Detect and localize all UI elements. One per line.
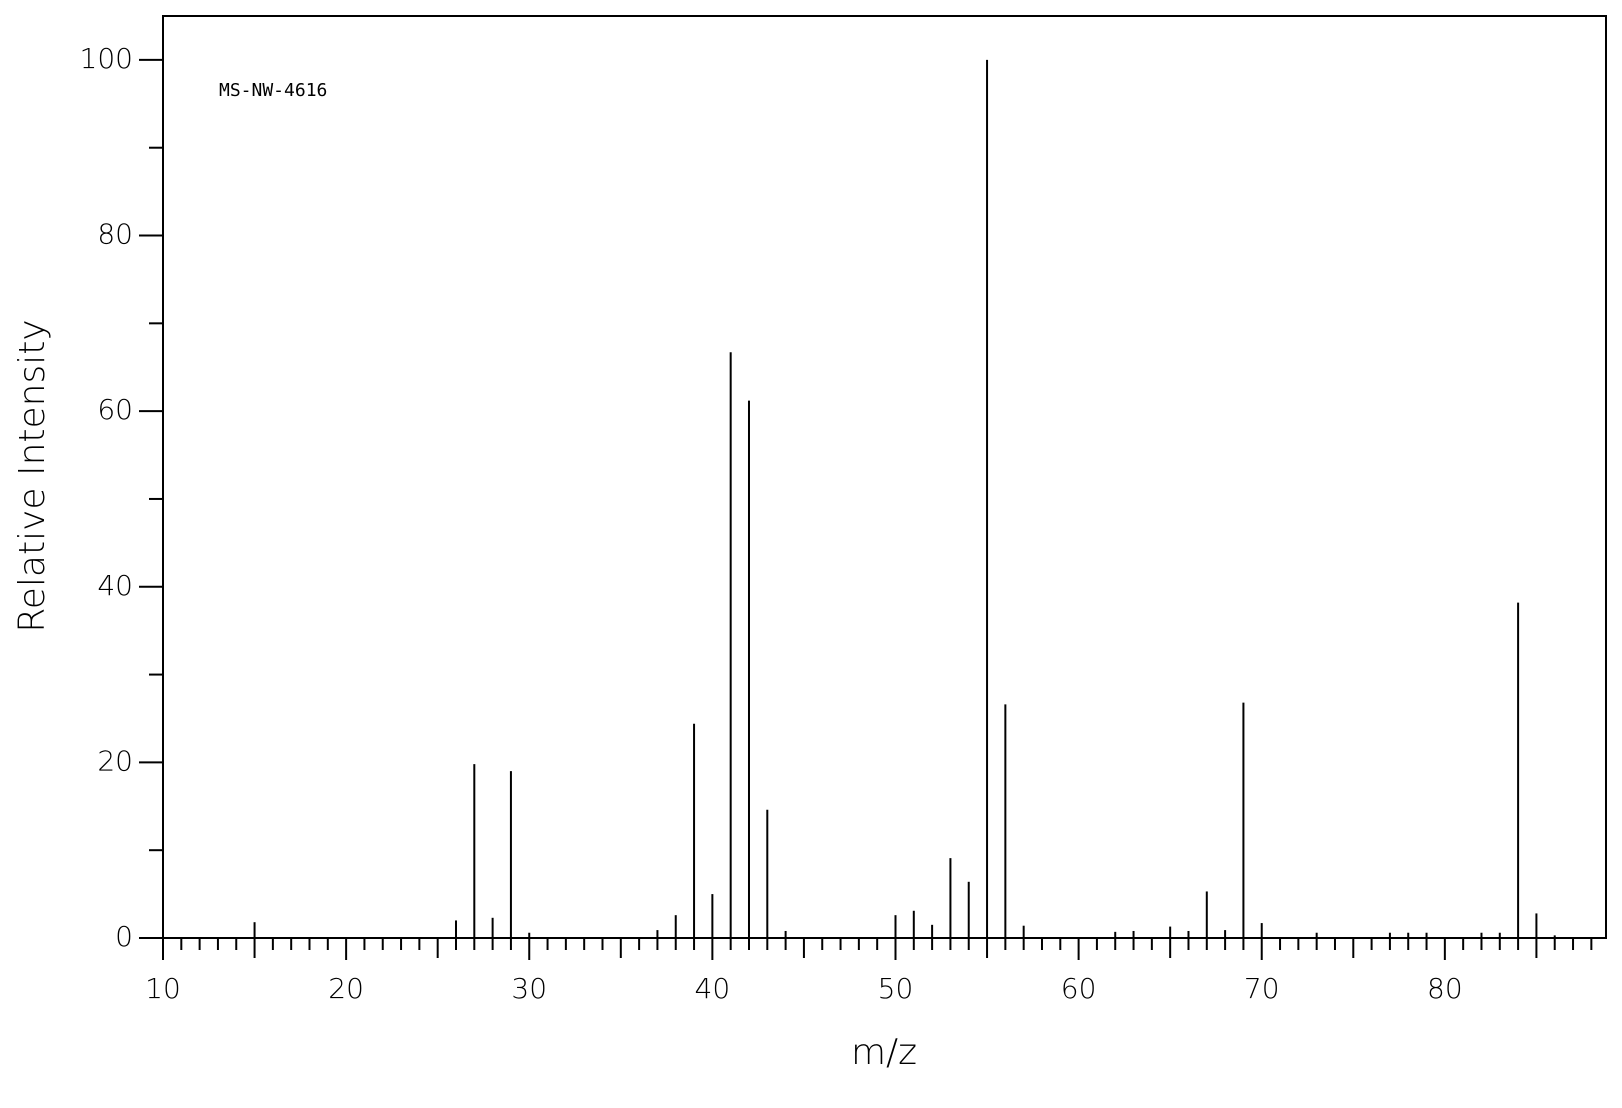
y-tick-label: 100 [80,42,133,75]
x-tick-label: 30 [511,972,547,1005]
y-tick-label: 0 [115,920,133,953]
x-axis-title: m/z [851,1032,917,1073]
y-tick-label: 60 [97,393,133,426]
x-tick-label: 70 [1244,972,1280,1005]
x-tick-label: 20 [328,972,364,1005]
y-tick-label: 80 [97,218,133,251]
y-tick-label: 40 [97,569,133,602]
x-tick-label: 40 [695,972,731,1005]
x-tick-label: 60 [1061,972,1097,1005]
y-axis-title: Relative Intensity [12,319,53,632]
plot-frame [162,15,1607,939]
annotation: MS-NW-4616 [219,80,327,101]
x-tick-label: 80 [1427,972,1463,1005]
x-tick-label: 50 [878,972,914,1005]
y-tick-label: 20 [97,744,133,777]
x-tick-label: 10 [145,972,181,1005]
